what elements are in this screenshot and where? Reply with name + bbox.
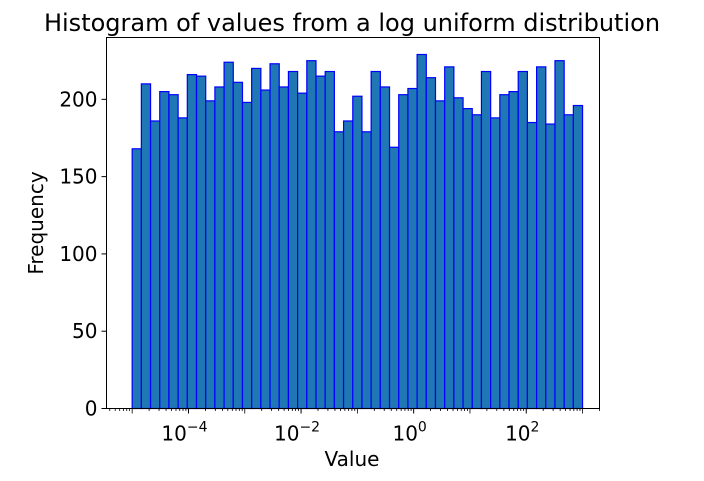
y-tick-label: 150 [59,165,97,189]
x-tick-label: 10−4 [161,420,207,446]
y-axis-label: Frequency [24,171,48,274]
histogram-bar [370,70,381,410]
histogram-bar [195,75,207,410]
histogram-bar [517,70,529,410]
x-tick-label: 10−2 [274,420,320,446]
histogram-bar [545,123,556,410]
histogram-bar [388,146,400,410]
histogram-bar [297,92,308,410]
histogram-bar [499,94,510,410]
histogram-bar [241,101,253,410]
y-axis: 0 50 100 150 200 [59,87,107,421]
y-tick-label: 50 [72,319,97,343]
histogram-bar [149,120,161,410]
y-tick-label: 0 [85,397,98,421]
histogram-bar [398,94,409,410]
x-axis-label: Value [325,447,380,471]
histogram-bar [186,73,198,410]
histogram-bar [140,83,152,410]
histogram-bar [434,100,446,410]
histogram-bar [462,108,473,410]
histogram-bar [333,131,345,410]
histogram-bar [508,91,519,410]
histogram-bar [214,86,225,410]
histogram-bar [269,63,280,410]
histogram-bar [480,70,492,410]
histogram-bar [223,61,234,410]
histogram-bar [205,100,216,410]
histogram-bar [416,53,427,410]
histogram-bar [535,66,547,410]
y-tick-label: 200 [59,87,97,111]
chart-title: Histogram of values from a log uniform d… [44,9,660,37]
histogram-bar [554,60,565,410]
histogram-bar [278,86,290,410]
histogram-bar [260,89,271,410]
histogram-bar [352,95,363,410]
x-tick-label: 102 [505,420,539,446]
histogram-bar [572,104,584,410]
histogram-bar [324,70,335,410]
histogram-bar [444,66,455,410]
histogram-bar [315,75,326,410]
histogram-bar [471,114,483,410]
histogram-bar [131,148,142,410]
histogram-bar [361,131,372,410]
histogram-bar [563,114,574,410]
bars-group [131,53,584,410]
histogram-bar [342,120,354,410]
x-axis: 10−4 10−2 100 102 [109,408,600,446]
histogram-bar [159,91,170,410]
histogram-bar [407,87,418,410]
histogram-bar [287,70,299,410]
histogram-bar [490,117,501,410]
histogram-bar [168,94,179,410]
y-tick-label: 100 [59,242,97,266]
histogram-bar [177,117,188,410]
histogram-bar [251,67,262,410]
plot-frame [106,37,600,409]
histogram-bar [379,86,391,410]
x-tick-label: 100 [392,420,426,446]
histogram-bar [526,121,538,410]
histogram-bar [425,77,437,410]
histogram-bar [306,60,317,410]
histogram-bar [232,81,244,410]
histogram-bar [453,97,464,410]
